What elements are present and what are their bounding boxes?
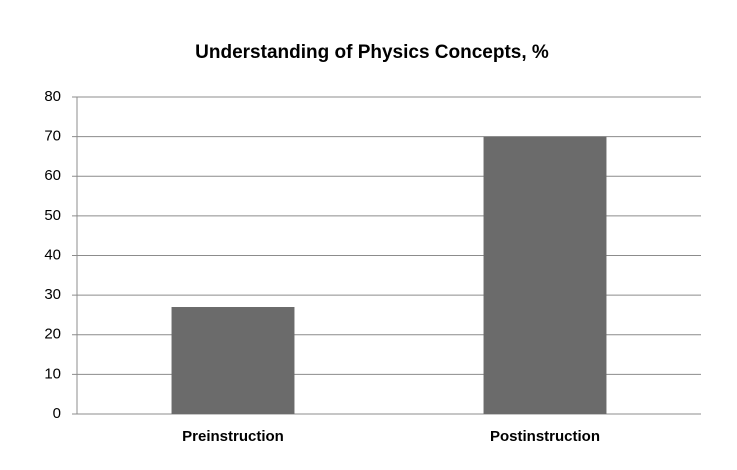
y-tick-label: 30 — [44, 286, 61, 303]
y-tick-label: 20 — [44, 326, 61, 343]
bar — [483, 136, 607, 414]
y-tick-label: 0 — [53, 405, 61, 422]
y-tick-label: 50 — [44, 207, 61, 224]
y-tick-label: 60 — [44, 167, 61, 184]
x-tick-label: Preinstruction — [182, 428, 284, 445]
chart-title: Understanding of Physics Concepts, % — [195, 42, 549, 63]
y-tick-label: 70 — [44, 128, 61, 145]
y-tick-label: 10 — [44, 365, 61, 382]
y-tick-label: 80 — [44, 88, 61, 105]
y-tick-label: 40 — [44, 246, 61, 263]
bar — [171, 307, 295, 414]
x-tick-label: Postinstruction — [490, 428, 600, 445]
